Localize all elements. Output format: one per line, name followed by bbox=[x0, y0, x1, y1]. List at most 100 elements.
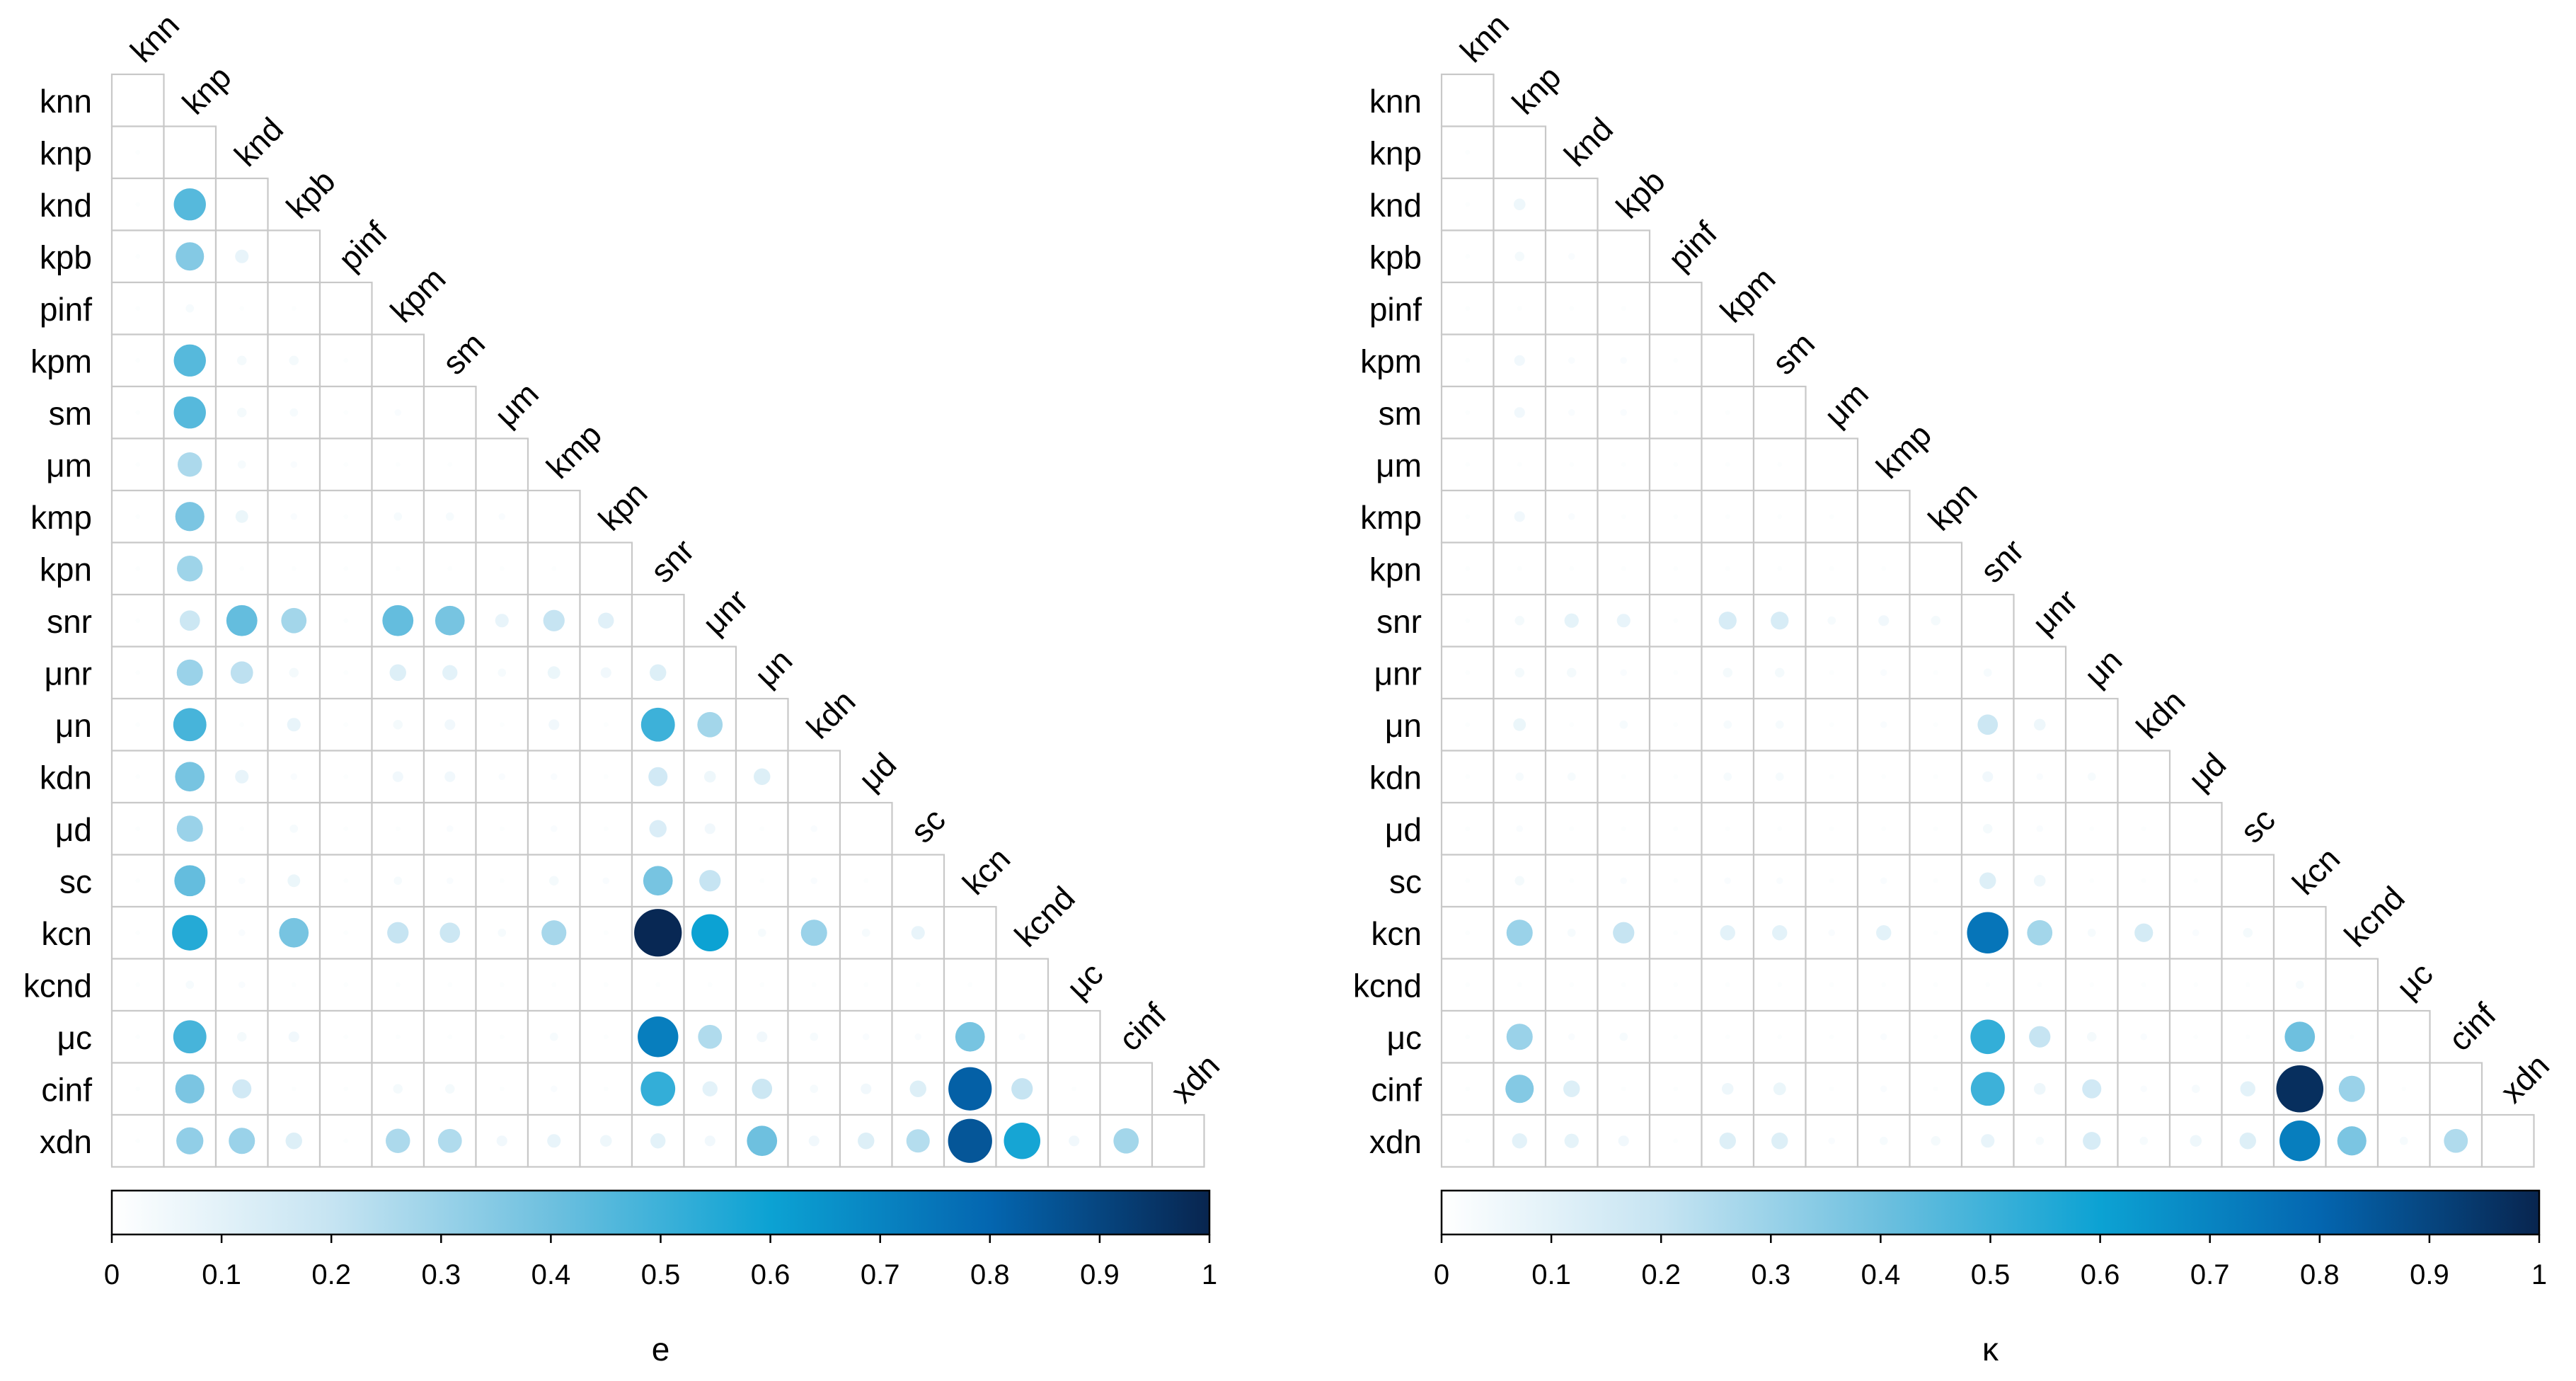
correlation-dot-xdn-sm bbox=[1771, 1133, 1788, 1150]
correlation-dot-μd-kmp bbox=[1881, 826, 1887, 832]
correlation-dot-xdn-sm bbox=[437, 1128, 462, 1153]
grid-cell bbox=[475, 437, 529, 492]
correlation-dot-μd-knd bbox=[1569, 826, 1575, 832]
correlation-dot-kmp-kpb bbox=[290, 512, 298, 520]
correlation-dot-kcnd-kpn bbox=[1933, 982, 1938, 987]
correlation-dot-kcn-knn bbox=[135, 930, 141, 936]
grid-cell bbox=[1544, 177, 1599, 231]
correlation-dot-xdn-sc bbox=[2239, 1133, 2256, 1150]
grid-cell bbox=[163, 125, 217, 180]
correlation-dot-sc-kdn bbox=[810, 877, 818, 885]
correlation-dot-kdn-knd bbox=[235, 769, 249, 784]
correlation-dot-xdn-μn bbox=[747, 1125, 778, 1157]
grid-cell bbox=[787, 750, 841, 804]
correlation-dot-snr-knp bbox=[1514, 615, 1525, 626]
correlation-dot-sc-μd bbox=[2193, 878, 2199, 883]
row-label-kpn: kpn bbox=[40, 551, 92, 588]
correlation-dot-kpm-knd bbox=[236, 355, 247, 366]
correlation-dot-sc-kpm bbox=[393, 876, 403, 886]
correlation-dot-kpb-knp bbox=[176, 242, 205, 271]
correlation-dot-sm-kpm bbox=[1725, 410, 1730, 416]
grid-cell bbox=[110, 73, 165, 127]
correlation-dot-snr-sm bbox=[1771, 612, 1789, 630]
correlation-dot-snr-kpn bbox=[1931, 615, 1941, 626]
correlation-dot-xdn-kpb bbox=[1618, 1135, 1629, 1147]
grid-cell bbox=[2013, 646, 2067, 700]
correlation-dot-kcn-μm bbox=[498, 928, 507, 937]
correlation-dot-pinf-kpb bbox=[291, 306, 297, 311]
correlation-dot-μc-μd bbox=[2193, 1034, 2199, 1040]
correlation-dot-μm-kpb bbox=[290, 461, 298, 469]
color-bar-tick-label: 0 bbox=[1434, 1259, 1449, 1290]
correlation-dot-kpn-knn bbox=[135, 566, 141, 571]
correlation-dot-μm-sm bbox=[1777, 462, 1783, 467]
correlation-dot-pinf-knp bbox=[1517, 306, 1522, 311]
correlation-dot-xdn-kmp bbox=[547, 1134, 561, 1148]
correlation-dot-kcn-knd bbox=[1567, 928, 1576, 937]
grid-cell bbox=[839, 958, 893, 1012]
correlation-dot-kcnd-sm bbox=[447, 982, 453, 987]
correlation-dot-cinf-kdn bbox=[810, 1084, 819, 1094]
correlation-dot-sm-kpm bbox=[394, 408, 402, 416]
correlation-dot-μd-pinf bbox=[343, 826, 349, 832]
grid-cell bbox=[267, 333, 321, 388]
correlation-dot-xdn-μc bbox=[1069, 1135, 1080, 1147]
correlation-dot-μn-μm bbox=[1829, 722, 1834, 728]
correlation-dot-μn-sm bbox=[444, 719, 456, 730]
correlation-dot-xdn-μc bbox=[2399, 1136, 2408, 1145]
correlation-dot-μc-knn bbox=[135, 1034, 141, 1040]
column-label-kdn: kdn bbox=[2129, 682, 2192, 745]
correlation-dot-μnr-μm bbox=[498, 668, 507, 677]
correlation-dot-knd-knn bbox=[135, 202, 141, 207]
correlation-dot-μn-kmp bbox=[1880, 721, 1887, 728]
correlation-dot-kcn-kpm bbox=[387, 922, 409, 944]
correlation-dot-kdn-knn bbox=[1465, 774, 1471, 779]
color-bar-tick-label: 0.9 bbox=[1080, 1259, 1120, 1290]
correlation-dot-xdn-kcn bbox=[2279, 1121, 2321, 1162]
correlation-dot-xdn-knn bbox=[135, 1138, 141, 1144]
correlation-dot-xdn-kdn bbox=[808, 1135, 820, 1147]
row-label-μd: μd bbox=[55, 811, 92, 848]
correlation-dot-xdn-kdn bbox=[2139, 1136, 2149, 1145]
correlation-dot-xdn-kmp bbox=[1879, 1136, 1888, 1145]
correlation-dot-xdn-cinf bbox=[1113, 1128, 1139, 1154]
correlation-dot-μd-knp bbox=[1516, 825, 1524, 832]
column-label-kpm: kpm bbox=[1713, 260, 1782, 329]
column-label-kpb: kpb bbox=[279, 162, 342, 225]
column-label-pinf: pinf bbox=[331, 214, 394, 277]
correlation-dot-μc-pinf bbox=[1673, 1034, 1679, 1040]
correlation-dot-kcnd-μn bbox=[759, 982, 765, 987]
correlation-dot-μc-kmp bbox=[549, 1032, 558, 1041]
grid-cell bbox=[2325, 958, 2379, 1012]
grid-cell bbox=[995, 958, 1050, 1012]
correlation-dot-kdn-knd bbox=[1567, 772, 1576, 781]
correlation-dot-cinf-kcn bbox=[948, 1067, 992, 1111]
column-label-knp: knp bbox=[175, 58, 238, 121]
correlation-dot-μd-kdn bbox=[2141, 826, 2146, 832]
row-label-μn: μn bbox=[55, 707, 92, 744]
correlation-dot-kpn-knn bbox=[1465, 566, 1471, 571]
correlation-dot-kcn-kpm bbox=[1720, 925, 1735, 941]
correlation-dot-μd-μn bbox=[2089, 826, 2095, 832]
column-label-μm: μm bbox=[1817, 375, 1875, 434]
grid-cell bbox=[475, 1062, 529, 1116]
row-label-pinf: pinf bbox=[40, 291, 92, 328]
correlation-dot-μm-knd bbox=[237, 460, 246, 469]
row-label-xdn: xdn bbox=[40, 1123, 92, 1160]
correlation-dot-kmp-kpm bbox=[393, 512, 403, 521]
grid-cell bbox=[371, 333, 425, 388]
correlation-dot-kmp-knp bbox=[1514, 511, 1525, 522]
correlation-dot-μc-knp bbox=[1506, 1024, 1533, 1050]
grid-cell bbox=[1493, 125, 1547, 180]
column-label-sc: sc bbox=[2233, 801, 2282, 849]
correlation-dot-μd-kmp bbox=[550, 825, 558, 832]
correlation-dot-μc-kdn bbox=[810, 1032, 819, 1041]
correlation-dot-xdn-μd bbox=[858, 1133, 875, 1150]
column-label-μm: μm bbox=[487, 375, 546, 434]
correlation-dot-sc-kdn bbox=[2141, 878, 2146, 883]
correlation-dot-kcn-μn bbox=[757, 928, 766, 937]
column-label-μd: μd bbox=[851, 745, 904, 798]
correlation-dot-μn-pinf bbox=[343, 722, 349, 728]
correlation-dot-sm-knd bbox=[236, 407, 247, 418]
correlation-dot-μc-μm bbox=[499, 1034, 505, 1040]
